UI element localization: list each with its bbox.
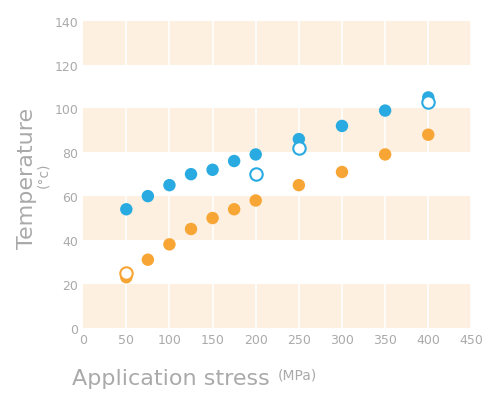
Point — [338, 124, 346, 130]
Bar — [83, 109, 471, 153]
Point — [208, 167, 216, 174]
Point — [424, 95, 432, 101]
Point — [295, 145, 303, 152]
Bar — [83, 284, 471, 328]
Point — [252, 171, 260, 178]
Text: (°c): (°c) — [36, 162, 51, 188]
Point — [166, 241, 173, 248]
Point — [187, 171, 195, 178]
Point — [122, 270, 130, 277]
Point — [208, 215, 216, 222]
Point — [295, 136, 303, 143]
Point — [252, 198, 260, 204]
Text: (MPa): (MPa) — [278, 368, 316, 382]
Point — [295, 182, 303, 189]
Bar — [83, 21, 471, 65]
Text: Temperature: Temperature — [16, 101, 36, 249]
Point — [122, 207, 130, 213]
Point — [230, 158, 238, 165]
Point — [144, 193, 152, 200]
Point — [381, 108, 389, 115]
Point — [144, 257, 152, 263]
Text: Application stress: Application stress — [72, 368, 278, 388]
Point — [381, 152, 389, 158]
Point — [122, 274, 130, 281]
Point — [252, 152, 260, 158]
Point — [166, 182, 173, 189]
Point — [338, 169, 346, 176]
Point — [424, 99, 432, 106]
Point — [187, 226, 195, 233]
Point — [230, 207, 238, 213]
Bar — [83, 196, 471, 241]
Point — [424, 132, 432, 139]
